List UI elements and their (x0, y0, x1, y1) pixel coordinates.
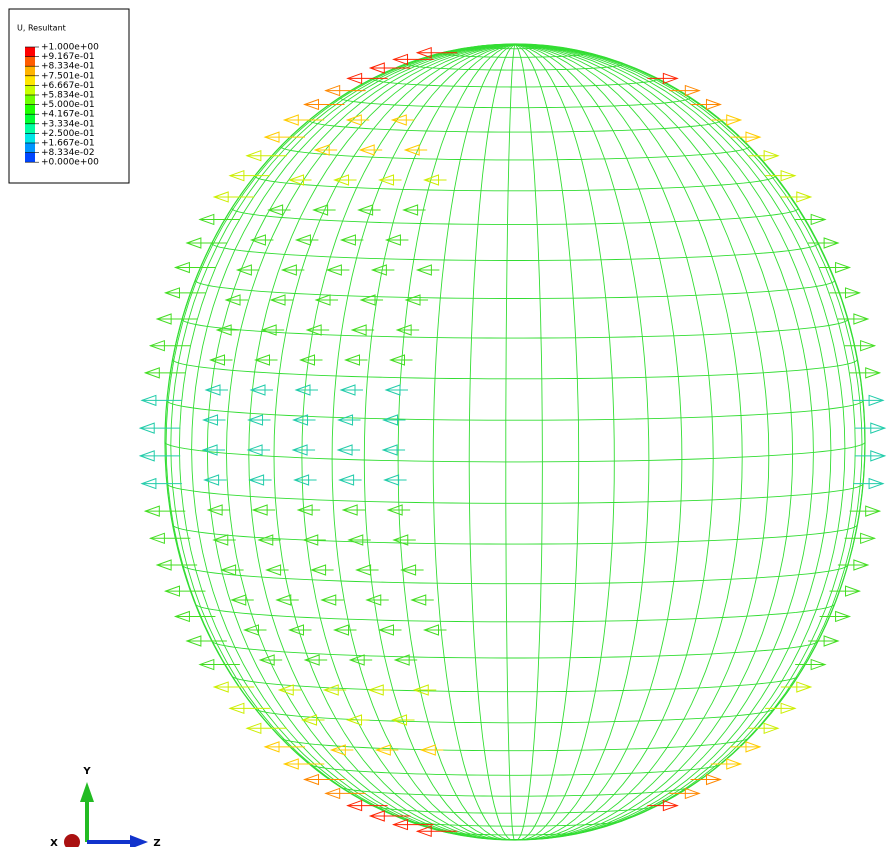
mesh-line (398, 45, 515, 840)
legend-label: +0.000e+00 (41, 158, 99, 168)
legend-label: +8.334e-01 (41, 62, 95, 72)
mesh-line (515, 45, 542, 841)
legend-label: +6.667e-01 (41, 81, 95, 91)
mesh-line (341, 565, 848, 583)
mesh-line (333, 401, 863, 420)
legend-swatch (25, 124, 35, 134)
legend-label: +5.000e-01 (41, 100, 95, 110)
mesh-line (227, 45, 516, 839)
mesh-line (341, 319, 848, 338)
vectors (140, 48, 885, 837)
mesh-line (393, 738, 749, 751)
mesh-line (408, 765, 721, 776)
mesh-line (408, 120, 721, 133)
mesh-line (348, 280, 835, 299)
mesh-line (332, 45, 515, 840)
legend-label: +4.167e-01 (41, 110, 95, 120)
legend-label: +7.501e-01 (41, 71, 95, 81)
mesh-line (379, 708, 775, 722)
mesh-line (357, 243, 818, 261)
mesh-line (336, 525, 857, 544)
legend-label: +3.334e-01 (41, 119, 95, 129)
legend-swatch (25, 47, 35, 57)
y-label: Y (82, 766, 91, 777)
legend-swatch (25, 85, 35, 95)
legend-swatch (25, 95, 35, 105)
mesh-line (348, 604, 835, 622)
legend-swatch (25, 57, 35, 67)
legend-label: +8.334e-02 (41, 148, 95, 158)
y-arrow-head (80, 782, 94, 802)
mesh-line (424, 787, 690, 796)
mesh-line (333, 484, 863, 503)
legend-swatch (25, 133, 35, 143)
legend-label: +1.000e+00 (41, 43, 99, 53)
mesh-line (192, 45, 515, 839)
x-label: X (50, 838, 58, 847)
scene: U, Resultant +1.000e+00+9.167e-01+8.334e… (0, 0, 896, 847)
legend-swatch (25, 153, 35, 163)
mesh-line (433, 45, 515, 841)
legend-swatch (25, 76, 35, 86)
mesh-line (179, 45, 515, 836)
mesh-line (336, 359, 857, 379)
mesh-line (171, 45, 515, 832)
legend-swatch (25, 114, 35, 124)
viewport: U, Resultant +1.000e+00+9.167e-01+8.334e… (0, 0, 896, 847)
legend-label: +1.667e-01 (41, 139, 95, 149)
mesh-line (515, 45, 865, 738)
mesh-line (302, 45, 515, 840)
legend-swatch (25, 143, 35, 153)
legend-swatch (25, 66, 35, 76)
legend-label: +9.167e-01 (41, 52, 95, 62)
mesh-line (515, 45, 769, 840)
legend-label: +5.834e-01 (41, 91, 95, 101)
mesh (165, 44, 865, 840)
mesh-line (441, 78, 658, 87)
triad: Y Z X (50, 766, 160, 847)
mesh-line (506, 45, 515, 841)
x-axis-dot (64, 834, 80, 847)
z-label: Z (153, 838, 160, 847)
mesh-line (424, 97, 690, 108)
mesh-line (367, 676, 798, 692)
legend-label: +2.500e-01 (41, 129, 95, 139)
mesh-line (515, 45, 614, 841)
mesh-line (515, 45, 762, 160)
mesh-line (515, 45, 579, 841)
mesh-line (212, 641, 357, 655)
mesh-line (367, 208, 798, 225)
z-arrow-head (130, 835, 148, 847)
legend-title: U, Resultant (17, 24, 66, 33)
legend-swatch (25, 105, 35, 115)
mesh-line (332, 443, 865, 462)
mesh-line (357, 641, 818, 658)
